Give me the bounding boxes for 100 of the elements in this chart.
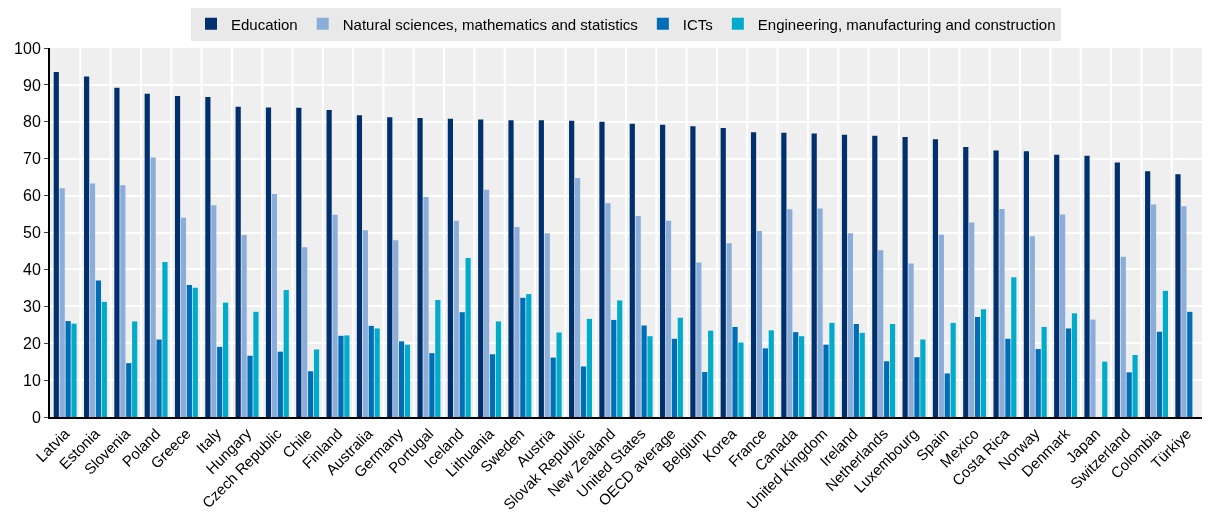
bar bbox=[853, 324, 859, 417]
bar bbox=[732, 326, 738, 417]
bar bbox=[1126, 372, 1132, 417]
bar bbox=[1029, 236, 1035, 417]
bar bbox=[186, 284, 192, 417]
legend-label: Natural sciences, mathematics and statistics bbox=[342, 15, 638, 33]
bar bbox=[53, 71, 59, 417]
bar bbox=[180, 217, 187, 417]
bar bbox=[302, 247, 308, 417]
bar bbox=[1023, 151, 1029, 417]
bar bbox=[908, 263, 914, 417]
bar bbox=[1187, 311, 1193, 417]
bar bbox=[120, 185, 126, 417]
bar bbox=[647, 336, 653, 417]
bar bbox=[1084, 155, 1090, 417]
bar bbox=[829, 322, 835, 417]
bar bbox=[368, 325, 374, 417]
bar bbox=[762, 348, 768, 417]
bar bbox=[787, 209, 793, 417]
bar bbox=[586, 318, 592, 417]
bar bbox=[429, 353, 435, 417]
bar bbox=[1132, 355, 1138, 417]
bar bbox=[696, 262, 702, 417]
bar bbox=[902, 136, 908, 417]
bar bbox=[356, 115, 363, 417]
bar bbox=[1065, 328, 1072, 417]
bar bbox=[374, 328, 380, 417]
bar bbox=[404, 344, 411, 417]
bar bbox=[1145, 171, 1151, 417]
y-tick-label: 20 bbox=[23, 334, 41, 352]
bar bbox=[423, 197, 429, 417]
bar bbox=[932, 139, 939, 417]
legend-label: ICTs bbox=[682, 15, 713, 33]
bar bbox=[999, 208, 1005, 417]
bar bbox=[313, 349, 320, 417]
legend-label: Engineering, manufacturing and construction bbox=[757, 15, 1056, 33]
bar bbox=[84, 76, 90, 417]
bar bbox=[132, 321, 138, 417]
bar bbox=[569, 120, 575, 417]
bar bbox=[465, 257, 471, 417]
y-tick-label: 10 bbox=[23, 371, 41, 389]
bar bbox=[677, 317, 683, 417]
bar bbox=[150, 157, 156, 417]
bar bbox=[969, 222, 975, 417]
bar bbox=[174, 95, 181, 417]
bar bbox=[708, 330, 714, 417]
bar bbox=[393, 240, 399, 417]
bar bbox=[1120, 256, 1126, 417]
bar bbox=[538, 120, 544, 417]
bar bbox=[156, 339, 162, 417]
bar bbox=[217, 346, 223, 417]
bar bbox=[447, 118, 453, 417]
bar bbox=[799, 336, 805, 417]
bar bbox=[574, 177, 581, 417]
bar bbox=[1162, 290, 1168, 417]
bar bbox=[841, 134, 848, 417]
y-tick-label: 50 bbox=[23, 224, 41, 242]
bar bbox=[811, 133, 817, 417]
bar bbox=[823, 344, 829, 417]
bar bbox=[938, 234, 944, 417]
bar bbox=[756, 231, 763, 417]
bar bbox=[660, 124, 666, 417]
bar bbox=[1035, 349, 1041, 417]
bar bbox=[641, 325, 647, 417]
bar bbox=[211, 205, 217, 417]
bar bbox=[241, 235, 247, 417]
bar bbox=[605, 203, 611, 417]
bar bbox=[1090, 319, 1096, 417]
bar bbox=[750, 132, 757, 417]
bar bbox=[95, 280, 102, 417]
y-tick-label: 100 bbox=[14, 39, 41, 57]
bar bbox=[398, 341, 405, 417]
bar bbox=[1011, 277, 1017, 417]
y-tick-label: 0 bbox=[31, 408, 41, 426]
bar bbox=[520, 297, 526, 417]
y-tick-label: 60 bbox=[23, 187, 41, 205]
bar bbox=[690, 126, 696, 417]
bar bbox=[920, 339, 926, 417]
bar bbox=[768, 330, 774, 417]
bar bbox=[71, 323, 77, 417]
bar bbox=[872, 135, 878, 417]
bar bbox=[544, 233, 550, 417]
bar bbox=[283, 290, 289, 417]
bar bbox=[65, 321, 71, 417]
bar bbox=[993, 150, 999, 417]
y-tick-label: 90 bbox=[23, 76, 41, 94]
bar bbox=[308, 371, 314, 417]
bar bbox=[265, 107, 272, 417]
bar bbox=[114, 87, 120, 417]
bar bbox=[1071, 313, 1078, 417]
bar bbox=[580, 366, 587, 417]
bar bbox=[344, 335, 350, 417]
bar bbox=[235, 106, 241, 417]
bar bbox=[326, 109, 332, 417]
y-tick-label: 30 bbox=[23, 297, 41, 315]
bar bbox=[635, 215, 641, 417]
bar bbox=[247, 355, 253, 417]
bar bbox=[489, 354, 496, 417]
bar bbox=[514, 226, 520, 417]
bar bbox=[889, 324, 896, 417]
